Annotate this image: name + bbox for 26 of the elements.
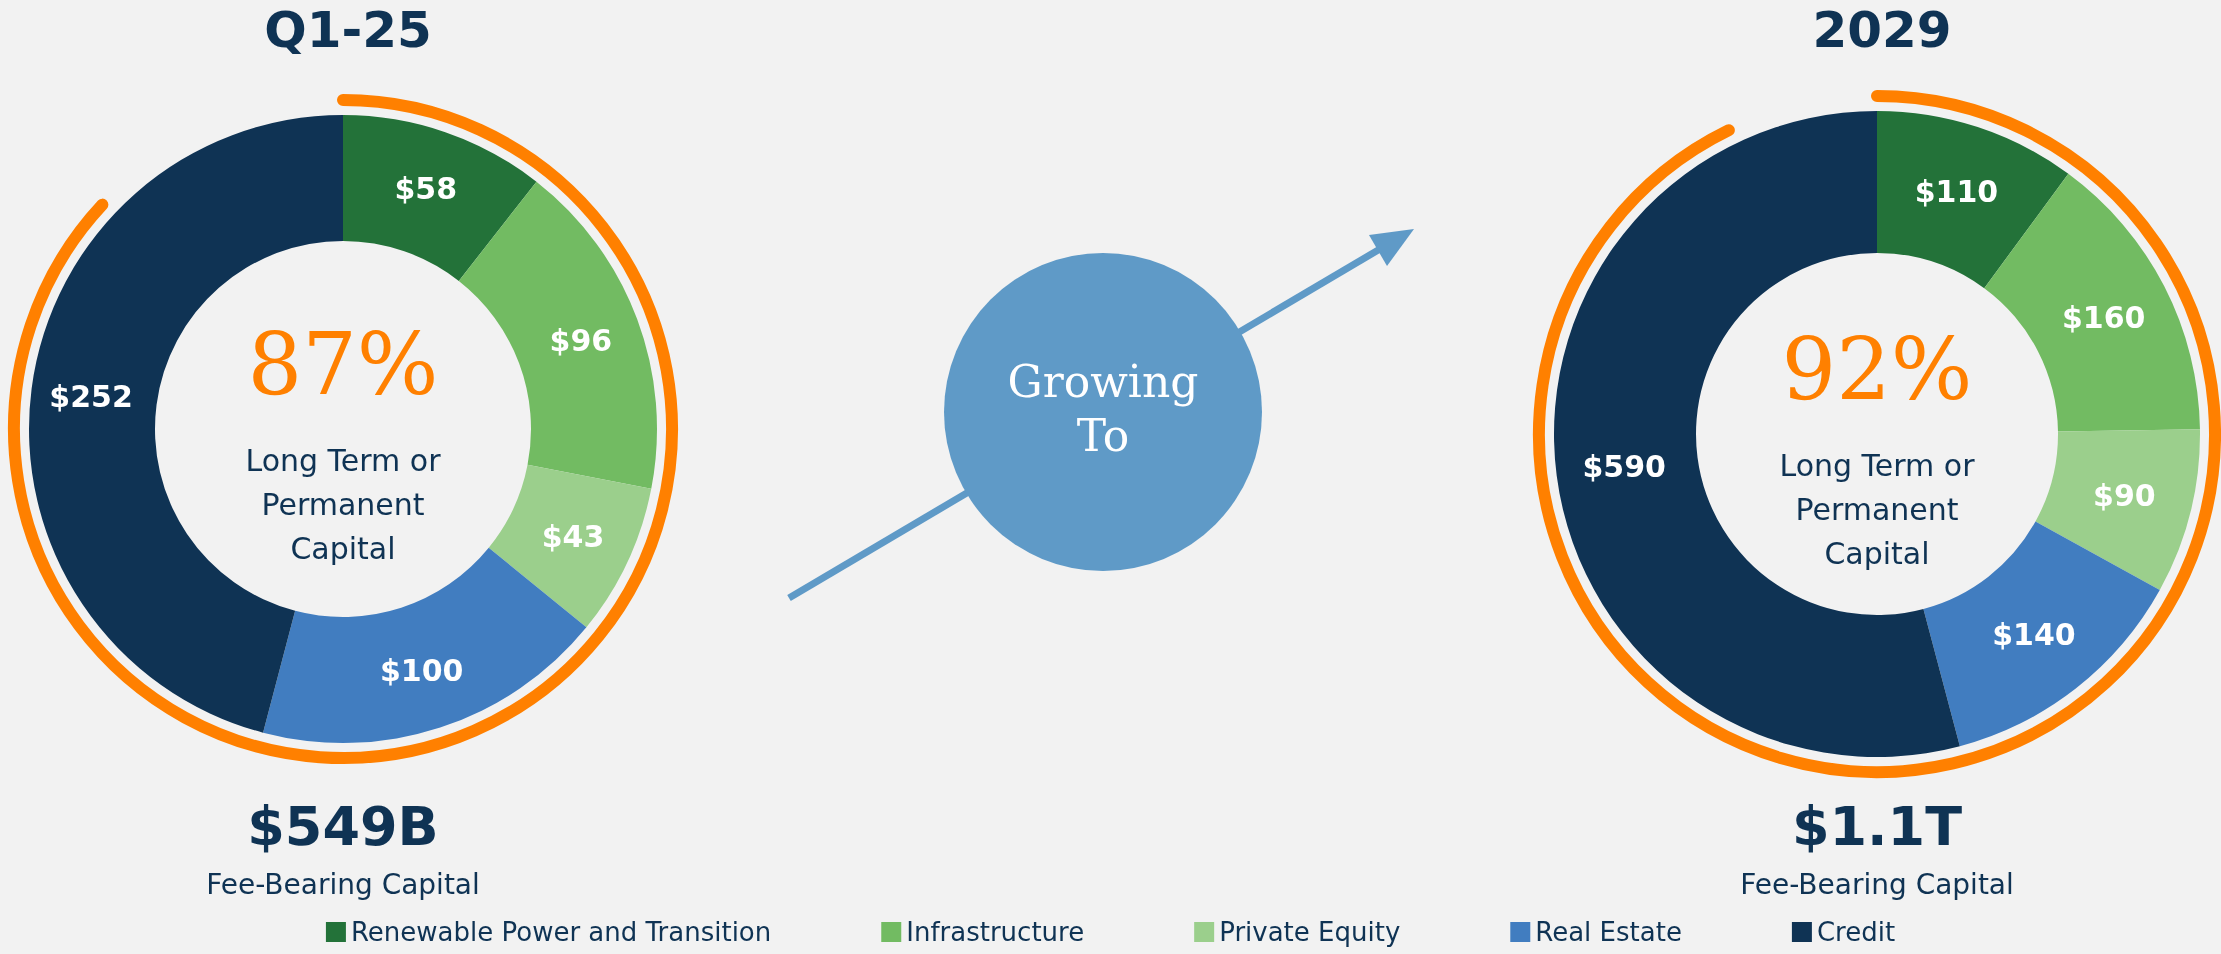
data-label: $160 [2061, 299, 2146, 335]
data-label: $252 [49, 378, 133, 414]
data-label: $96 [549, 322, 613, 358]
text: Fee-Bearing Capital [1740, 868, 2014, 901]
data-label: $43 [541, 519, 605, 555]
legend-label: Credit [1816, 917, 1896, 947]
legend-label: Private Equity [1219, 917, 1401, 947]
data-label: $100 [379, 653, 464, 689]
data-label: $590 [1582, 449, 1666, 485]
data-label: $140 [1992, 617, 2076, 653]
text: 92% [1781, 319, 1973, 419]
text: Growing To [1006, 355, 1200, 463]
chart-title: Q1-25 [264, 1, 432, 59]
legend-label: Renewable Power and Transition [350, 917, 772, 947]
text: Long Term or Permanent Capital [1778, 447, 1976, 573]
text: 87% [247, 314, 439, 414]
data-label: $58 [394, 171, 458, 207]
data-label: $90 [2093, 478, 2156, 514]
text: Fee-Bearing Capital [206, 868, 480, 901]
legend-label: Infrastructure [906, 917, 1085, 947]
legend-label: Real Estate [1535, 917, 1682, 947]
data-label: $110 [1914, 174, 1999, 210]
text: $1.1T [1791, 795, 1963, 858]
chart-title: 2029 [1812, 1, 1952, 59]
text: $549B [247, 795, 439, 858]
text: Long Term or Permanent Capital [244, 442, 442, 568]
